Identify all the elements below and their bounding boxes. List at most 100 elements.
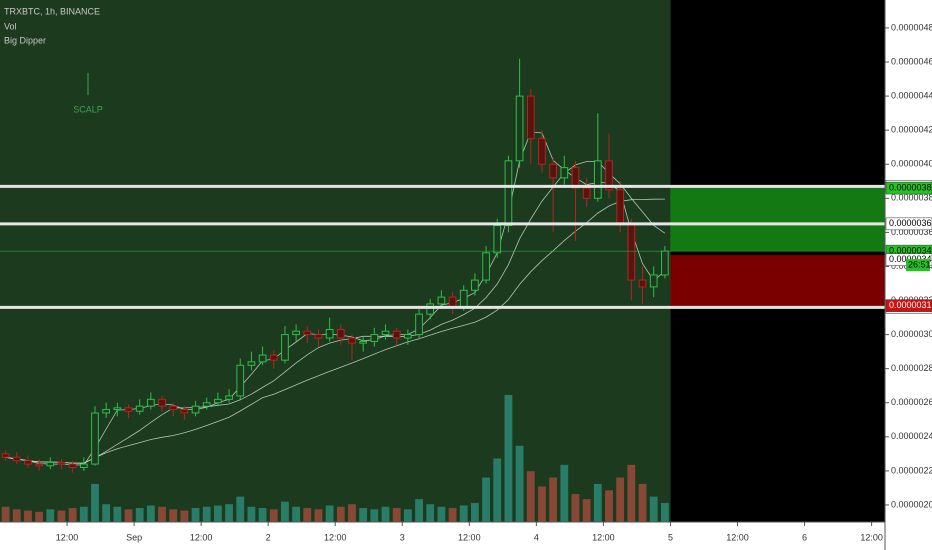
volume-bar	[158, 506, 166, 522]
candle-body	[638, 279, 647, 288]
candle-body	[415, 313, 423, 336]
volume-bar	[281, 501, 289, 522]
volume-bar	[46, 509, 55, 522]
candle-body	[560, 167, 569, 179]
candle-body	[102, 409, 111, 414]
volume-bar	[102, 504, 111, 522]
candle-body	[582, 187, 591, 199]
volume-bar	[616, 477, 625, 522]
volume-bar	[1, 506, 10, 522]
price-tag-bg	[885, 181, 932, 195]
candle-body	[281, 334, 289, 361]
candle-body	[549, 163, 557, 179]
price-tag: 0.00000344	[889, 254, 932, 264]
loss-zone	[670, 255, 885, 308]
candle-body	[79, 463, 88, 468]
candle-body	[68, 463, 77, 468]
volume-bar	[314, 509, 323, 522]
volume-bar	[303, 508, 312, 522]
candle-body	[526, 95, 535, 140]
price-tag-bg	[885, 299, 932, 312]
candle-body	[426, 303, 435, 315]
volume-bar	[24, 510, 32, 522]
volume-bar	[493, 458, 502, 522]
price-tag: 0.00000386	[889, 182, 932, 192]
volume-bar	[470, 502, 479, 522]
candle-body	[225, 395, 233, 400]
volume-bar	[113, 506, 122, 522]
volume-bar	[415, 499, 423, 522]
candle-body	[448, 296, 457, 308]
volume-bar	[381, 506, 390, 522]
chart-title: TRXBTC, 1h, BINANCE	[4, 6, 100, 16]
profit-zone	[670, 186, 885, 252]
candle-body	[482, 252, 490, 281]
candle-body	[269, 354, 278, 361]
candle-body	[616, 189, 625, 225]
candle-body	[515, 95, 524, 162]
candle-body	[180, 409, 189, 414]
candle-body	[113, 407, 122, 411]
candle-body	[158, 398, 166, 407]
volume-bar	[504, 395, 513, 522]
x-tick-label: 12:00	[56, 532, 79, 542]
volume-bar	[448, 508, 457, 522]
candle-body	[605, 160, 613, 191]
volume-bar	[560, 464, 569, 522]
candle-body	[392, 330, 401, 339]
time-axis	[0, 522, 885, 550]
candle-body	[593, 160, 602, 199]
volume-bar	[202, 506, 211, 522]
candle-body	[437, 296, 446, 305]
volume-bar	[392, 508, 401, 522]
moving-average	[5, 198, 665, 464]
volume-bar	[582, 499, 591, 522]
candle-body	[370, 334, 379, 342]
candle-body	[493, 225, 502, 254]
volume-bar	[660, 502, 669, 522]
volume-bar	[292, 506, 301, 522]
candle-body	[202, 402, 211, 407]
volume-bar	[269, 509, 278, 522]
candle-body	[504, 160, 513, 227]
candle-body	[135, 405, 144, 412]
candle-body	[24, 460, 32, 465]
candle-body	[303, 330, 312, 336]
candle-body	[381, 330, 390, 336]
candle-body	[1, 453, 10, 458]
countdown-bg	[906, 259, 930, 272]
candle-body	[314, 334, 323, 339]
candle-body	[12, 456, 21, 462]
x-tick-label: 12:00	[190, 532, 213, 542]
volume-bar	[515, 445, 524, 522]
candle-body	[214, 398, 222, 404]
volume-bar	[146, 505, 155, 522]
moving-average	[5, 161, 666, 464]
candle-body	[471, 279, 479, 291]
volume-bar	[336, 506, 345, 522]
x-tick-label: 12:00	[324, 532, 347, 542]
price-tag: 0.00000365	[889, 218, 932, 228]
volume-bar	[169, 509, 178, 522]
volume-bar	[538, 486, 546, 522]
candle-body	[35, 463, 43, 467]
volume-bar	[571, 494, 580, 522]
volume-bar	[526, 471, 535, 522]
volume-bar	[649, 496, 658, 522]
volume-bar	[426, 504, 435, 522]
volume-bar	[79, 506, 88, 522]
candle-body	[627, 223, 636, 281]
volume-bar	[124, 509, 133, 522]
candle-body	[91, 412, 99, 465]
volume-bar	[236, 496, 245, 522]
candle-body	[325, 328, 334, 339]
candle-body	[538, 138, 546, 165]
